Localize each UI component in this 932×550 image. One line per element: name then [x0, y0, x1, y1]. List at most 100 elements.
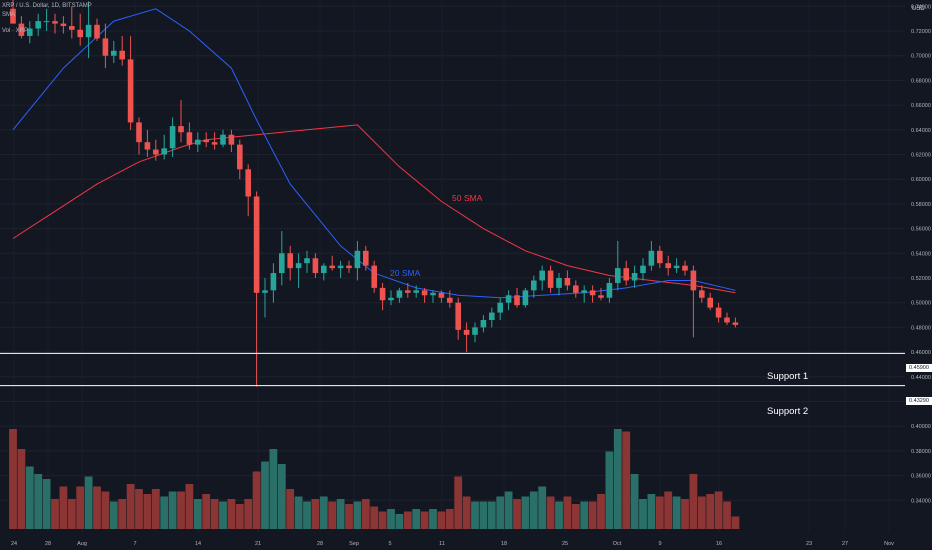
- x-tick-label: Oct: [613, 541, 622, 547]
- support-2-price-badge: 0.43290: [906, 397, 932, 405]
- volume-bar: [605, 451, 614, 529]
- candle-body: [598, 295, 604, 298]
- volume-bar: [487, 501, 496, 529]
- candle: [35, 13, 41, 36]
- volume-bar: [697, 496, 706, 529]
- candle-body: [136, 122, 142, 143]
- candle: [178, 100, 184, 143]
- volume-bar: [93, 486, 101, 529]
- y-tick-label: 0.70000: [911, 54, 931, 60]
- candle-body: [85, 24, 92, 38]
- volume-bar: [51, 499, 59, 529]
- volume-bar: [731, 516, 740, 529]
- candle-body: [10, 8, 16, 24]
- volume-bar: [395, 514, 404, 529]
- candle-body: [505, 295, 512, 303]
- candle-body: [489, 312, 495, 320]
- candle-body: [186, 132, 193, 145]
- candle-body: [262, 290, 268, 293]
- volume-bar: [529, 491, 538, 529]
- volume-bar: [723, 501, 731, 529]
- volume-bar: [135, 489, 143, 529]
- x-tick-label: Aug: [77, 541, 87, 547]
- candle-body: [421, 290, 428, 296]
- volume-bar: [538, 486, 547, 529]
- candle: [732, 317, 739, 328]
- candle: [60, 16, 67, 34]
- volume-bar: [336, 499, 345, 529]
- volume-bar: [639, 499, 647, 529]
- candle-body: [245, 169, 251, 197]
- candle-body: [144, 142, 151, 150]
- volume-bar: [513, 499, 521, 529]
- candle-body: [35, 21, 41, 29]
- indicator-volume-label[interactable]: Vol · XRP: [2, 28, 29, 34]
- x-axis: 24 28 Aug 7 14 21 28 Sep 5 11 18 25 Oct 9 16 23 27 Nov: [11, 541, 894, 547]
- x-tick-label: 7: [133, 541, 136, 547]
- candle: [85, 1, 92, 59]
- y-tick-label: 0.58000: [911, 202, 931, 208]
- candle-body: [405, 290, 411, 293]
- candle: [463, 322, 470, 353]
- candle-body: [237, 144, 243, 170]
- candle-body: [102, 38, 109, 56]
- candle-body: [615, 268, 621, 283]
- volume-bar: [647, 494, 656, 529]
- volume-bar: [252, 471, 261, 529]
- candle: [396, 287, 403, 303]
- volume-bar: [42, 479, 51, 529]
- volume-bar: [244, 499, 253, 529]
- candle: [203, 132, 209, 148]
- x-tick-label: 23: [806, 541, 812, 547]
- x-tick-label: Nov: [884, 541, 894, 547]
- volume-bar: [479, 501, 488, 529]
- candle: [564, 270, 571, 291]
- candle-body: [606, 282, 613, 298]
- candle-body: [514, 295, 520, 306]
- candle-body: [220, 134, 226, 145]
- candle-body: [640, 265, 646, 274]
- y-tick-label: 0.46000: [911, 350, 931, 356]
- volume-bar: [25, 466, 34, 529]
- support-lines[interactable]: [0, 352, 905, 387]
- y-tick-label: 0.34000: [911, 498, 931, 504]
- x-tick-label: 21: [255, 541, 261, 547]
- candle-body: [354, 250, 361, 269]
- candle: [94, 18, 100, 41]
- volume-bar: [387, 509, 395, 529]
- candle: [489, 307, 495, 328]
- candle-body: [589, 290, 596, 296]
- candle: [321, 263, 327, 281]
- candle: [615, 240, 621, 291]
- volume-bar: [168, 491, 177, 529]
- candle-body: [363, 250, 369, 266]
- candle-body: [27, 28, 33, 36]
- candle: [623, 260, 629, 286]
- candles: [10, 0, 739, 387]
- candle-body: [573, 285, 579, 293]
- candle: [10, 0, 16, 24]
- candle-body: [211, 142, 218, 145]
- candle-body: [581, 290, 587, 293]
- volume-bar: [403, 511, 412, 529]
- candle-body: [337, 265, 344, 269]
- volume-bar: [555, 501, 563, 529]
- volume-bar: [84, 476, 93, 529]
- indicator-sma-label[interactable]: SMA: [2, 12, 16, 18]
- candle: [27, 21, 33, 44]
- x-tick-label: 11: [439, 541, 445, 547]
- candle-body: [497, 302, 503, 313]
- candle: [631, 265, 638, 288]
- volume-bar: [462, 496, 471, 529]
- candle: [522, 287, 529, 308]
- candle: [480, 315, 487, 333]
- candle-body: [77, 29, 83, 38]
- volume-bar: [622, 431, 631, 529]
- y-tick-label: 0.74000: [911, 4, 931, 10]
- candle-body: [447, 297, 453, 303]
- candle-body: [715, 307, 722, 318]
- candle: [547, 265, 554, 293]
- volume-bar: [588, 501, 597, 529]
- candle-body: [673, 265, 680, 269]
